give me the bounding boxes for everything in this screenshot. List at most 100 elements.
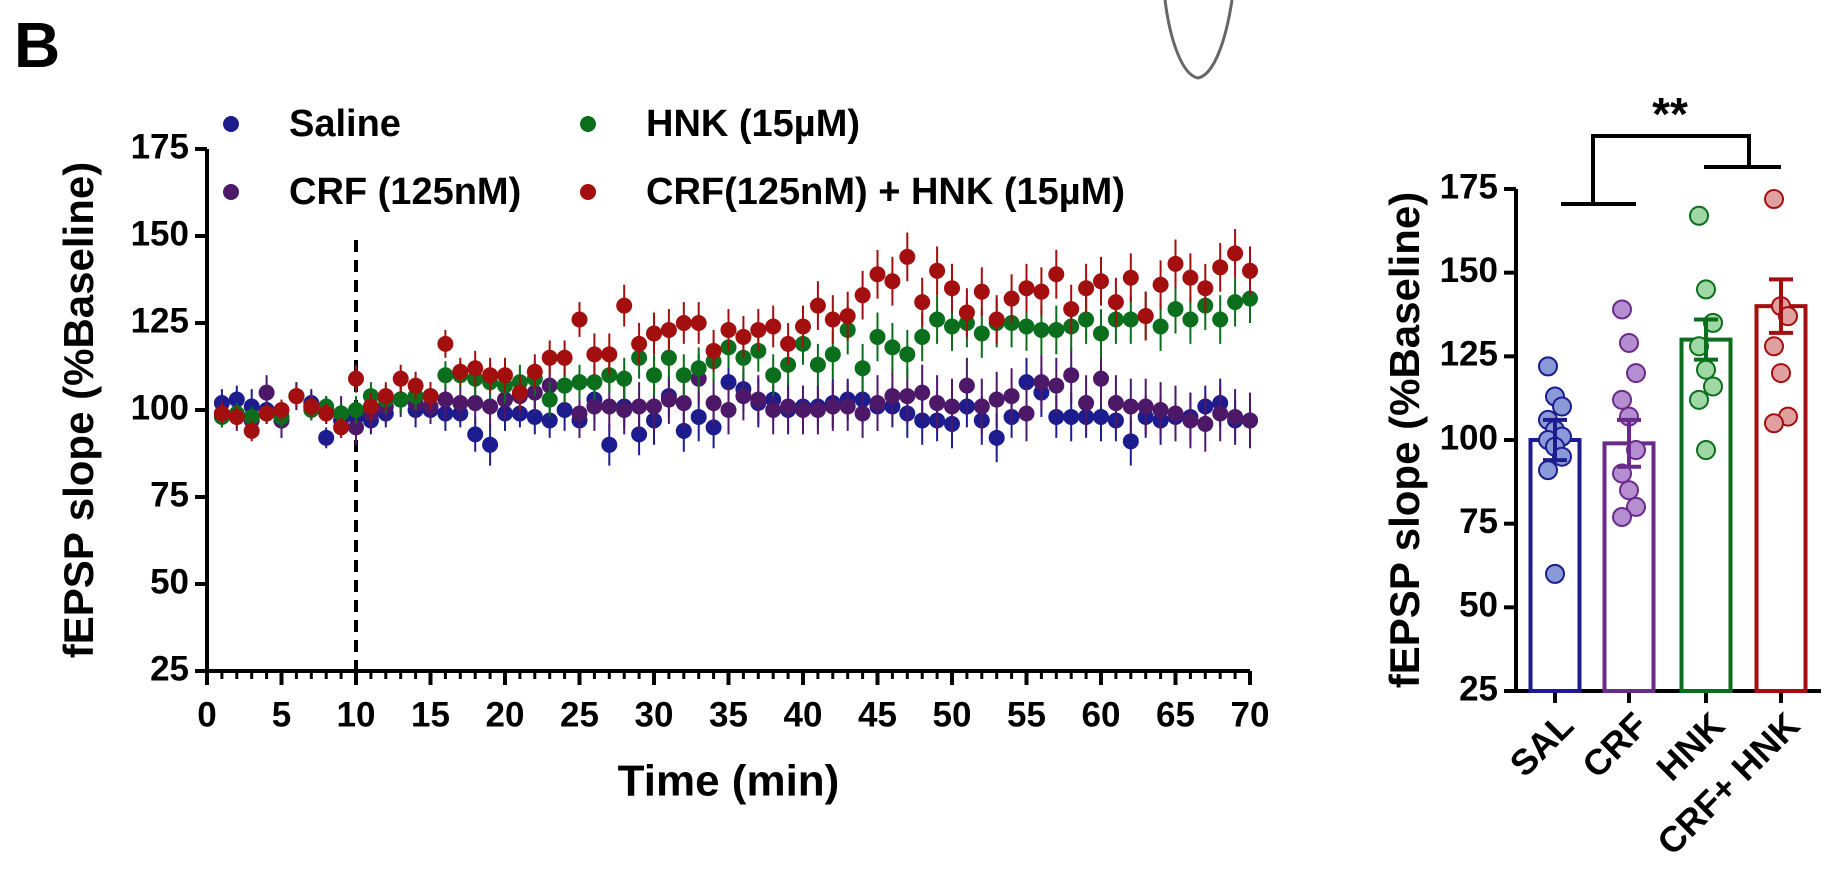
data-point (958, 304, 975, 321)
data-point (437, 367, 454, 384)
data-point (452, 363, 469, 380)
data-point (1048, 266, 1065, 283)
data-point (1048, 408, 1065, 425)
data-point (1048, 321, 1065, 338)
data-point (318, 429, 335, 446)
data-point (1212, 405, 1229, 422)
data-point (1018, 374, 1035, 391)
data-point (616, 402, 633, 418)
data-point (526, 408, 543, 425)
data-point (1122, 269, 1139, 286)
data-point (750, 391, 767, 408)
data-point (765, 318, 782, 335)
data-point (437, 335, 454, 352)
data-point (1063, 301, 1080, 318)
data-point (1612, 463, 1632, 484)
data-point (586, 346, 603, 363)
data-point (1107, 395, 1124, 412)
data-point (720, 402, 737, 418)
data-point (1107, 294, 1124, 311)
x-tick-label: SAL (1501, 704, 1581, 784)
y-tick-label: 50 (1459, 586, 1498, 625)
data-point (318, 405, 335, 422)
error-bar (1769, 277, 1793, 335)
bar (1602, 441, 1656, 694)
data-point (884, 273, 901, 290)
data-point (1227, 245, 1244, 262)
data-point (526, 363, 543, 380)
data-point (824, 346, 841, 363)
panel-label: B (14, 9, 60, 81)
data-point (929, 311, 946, 328)
data-point (1696, 279, 1716, 300)
data-point (1626, 363, 1646, 384)
data-point (839, 398, 856, 415)
data-point (869, 266, 886, 283)
data-point (675, 422, 692, 439)
data-point (556, 402, 573, 418)
data-point (1152, 276, 1169, 293)
x-tick-label: 65 (1156, 695, 1195, 734)
data-point (392, 370, 409, 387)
data-point (839, 308, 856, 325)
data-point (228, 391, 245, 408)
data-point (1619, 332, 1639, 353)
data-point (1612, 506, 1632, 527)
data-point (690, 408, 707, 425)
data-point (258, 384, 275, 401)
data-point (1018, 280, 1035, 297)
data-point (1167, 405, 1184, 422)
data-point (407, 377, 424, 394)
data-point (720, 321, 737, 338)
data-point (646, 325, 662, 342)
data-point (958, 377, 975, 394)
data-point (1764, 413, 1784, 434)
data-point (258, 405, 275, 422)
data-point (973, 283, 990, 300)
data-point (1018, 405, 1035, 422)
data-point (1093, 408, 1109, 425)
data-point (1212, 311, 1229, 328)
data-point (914, 384, 931, 401)
y-tick-label: 125 (1440, 335, 1498, 374)
data-point (482, 398, 499, 415)
y-tick-label: 75 (1459, 502, 1498, 541)
y-tick-label: 75 (150, 475, 189, 514)
data-point (362, 398, 379, 415)
data-point (1538, 460, 1558, 481)
data-point (1552, 396, 1572, 417)
legend-label: HNK (15µM) (646, 103, 860, 145)
data-point (1063, 367, 1080, 384)
legend-label: CRF(125nM) + HNK (15µM) (646, 171, 1125, 213)
data-point (273, 402, 290, 418)
data-point (1689, 389, 1709, 410)
data-point (1003, 388, 1020, 405)
trace-inset (1163, 0, 1234, 80)
data-point (705, 342, 722, 359)
data-point (586, 398, 603, 415)
data-point (1093, 370, 1109, 387)
data-point (1122, 433, 1139, 450)
x-tick-label: 35 (709, 695, 748, 734)
data-point (497, 367, 513, 384)
data-point (1182, 412, 1199, 429)
data-point (1227, 294, 1244, 311)
y-tick-label: 150 (1440, 251, 1498, 290)
x-tick-label: 55 (1007, 695, 1046, 734)
data-point (1018, 318, 1035, 335)
data-point (1197, 415, 1214, 432)
significance-label: ** (1652, 88, 1688, 140)
data-point (869, 395, 886, 412)
data-point (809, 297, 826, 314)
data-point (854, 360, 871, 377)
x-tick-label: 60 (1082, 695, 1121, 734)
x-tick-label: 10 (337, 695, 376, 734)
data-point (869, 328, 886, 345)
y-tick-label: 25 (1459, 669, 1498, 708)
data-point (660, 321, 677, 338)
data-point (944, 398, 960, 415)
y-tick-label: 175 (131, 127, 189, 166)
data-point (675, 395, 692, 412)
y-tick-label: 125 (131, 301, 189, 340)
data-point (1048, 377, 1065, 394)
